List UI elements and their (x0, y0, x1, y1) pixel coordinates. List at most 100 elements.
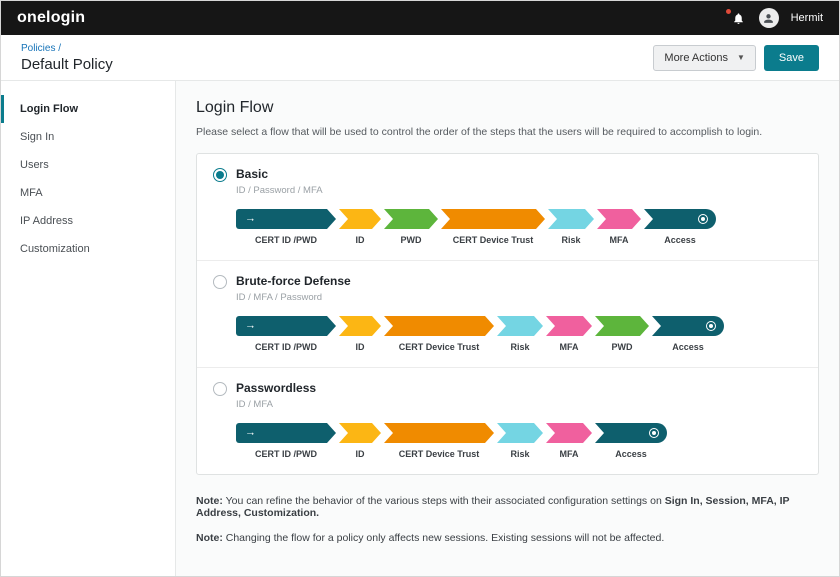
flow-step-id: ID (339, 423, 381, 459)
flow-radio-row-passwordless[interactable]: Passwordless ID / MFA (213, 381, 802, 410)
page-header: Policies / Default Policy More Actions ▼… (1, 35, 839, 81)
person-icon (764, 13, 773, 23)
flow-steps-track: → CERT ID /PWD ID CERT Device Trust Risk MFA A… (236, 423, 802, 459)
flow-start-arrow-icon: → (245, 426, 256, 439)
flow-step-segment (441, 209, 545, 229)
flow-step-access: Access (644, 209, 716, 245)
flow-radio-basic[interactable] (213, 168, 227, 182)
flow-step-label: MFA (609, 235, 629, 245)
flow-option-brute-force-defense: Brute-force Defense ID / MFA / Password → C… (197, 261, 818, 368)
flow-name: Basic (236, 167, 269, 181)
flow-step-id: ID (339, 209, 381, 245)
flow-name: Brute-force Defense (236, 274, 351, 288)
flow-step-segment (339, 316, 381, 336)
flow-step-segment (644, 209, 716, 229)
sidebar-item-users[interactable]: Users (20, 159, 49, 171)
username[interactable]: Hermit (790, 12, 823, 24)
page-header-actions: More Actions ▼ Save (653, 44, 819, 71)
flow-step-label: PWD (611, 342, 633, 352)
breadcrumb[interactable]: Policies / (21, 42, 62, 54)
more-actions-label: More Actions (664, 51, 728, 64)
sidebar-item-ip-address[interactable]: IP Address (20, 215, 73, 227)
flow-step-segment (546, 423, 592, 443)
sidebar-item-sign-in[interactable]: Sign In (20, 131, 55, 143)
flow-step-segment (652, 316, 724, 336)
flow-step-cert-device-trust: CERT Device Trust (384, 423, 494, 459)
flow-step-cert-device-trust: CERT Device Trust (441, 209, 545, 245)
flow-radio-brute-force-defense[interactable] (213, 275, 227, 289)
flow-end-target-icon (698, 214, 708, 224)
page-header-left: Policies / Default Policy (21, 43, 113, 73)
flow-radio-passwordless[interactable] (213, 382, 227, 396)
flow-step-risk: Risk (497, 316, 543, 352)
flow-step-mfa: MFA (597, 209, 641, 245)
flow-step-segment (384, 209, 438, 229)
flow-step-segment (384, 423, 494, 443)
flow-option-text: Passwordless ID / MFA (236, 381, 316, 410)
flow-step-segment (546, 316, 592, 336)
flow-option-basic: Basic ID / Password / MFA → CERT ID /PWD ID P… (197, 154, 818, 261)
page-title: Default Policy (21, 55, 113, 73)
flow-step-segment (497, 316, 543, 336)
topbar: onelogin Hermit (1, 1, 839, 35)
save-button[interactable]: Save (763, 44, 819, 71)
flow-step-label: Risk (510, 449, 530, 459)
onelogin-logo[interactable]: onelogin (17, 9, 86, 26)
flow-step-pwd: PWD (384, 209, 438, 245)
flow-step-cert-id-pwd: → CERT ID /PWD (236, 316, 336, 352)
flow-step-risk: Risk (548, 209, 594, 245)
flow-step-segment (595, 423, 667, 443)
flow-step-access: Access (595, 423, 667, 459)
sidebar-item-customization[interactable]: Customization (20, 243, 90, 255)
flow-step-label: ID (355, 235, 365, 245)
notification-dot (725, 9, 731, 14)
flow-step-label: CERT ID /PWD (255, 235, 317, 245)
flow-step-risk: Risk (497, 423, 543, 459)
flow-start-arrow-icon: → (245, 319, 256, 332)
flow-option-passwordless: Passwordless ID / MFA → CERT ID /PWD ID CERT … (197, 368, 818, 474)
flow-steps-track: → CERT ID /PWD ID CERT Device Trust Risk MFA P… (236, 316, 802, 352)
notifications-button[interactable] (725, 9, 747, 26)
flow-radio-row-brute-force-defense[interactable]: Brute-force Defense ID / MFA / Password (213, 274, 802, 303)
flow-step-label: Access (615, 449, 647, 459)
bell-icon (734, 12, 743, 24)
flow-step-mfa: MFA (546, 316, 592, 352)
section-description: Please select a flow that will be used t… (196, 126, 763, 138)
more-actions-button[interactable]: More Actions ▼ (653, 44, 756, 71)
main-content: Login Flow Please select a flow that wil… (176, 81, 839, 576)
flow-step-cert-id-pwd: → CERT ID /PWD (236, 209, 336, 245)
flow-step-segment (595, 316, 649, 336)
flow-step-label: CERT Device Trust (398, 342, 480, 352)
sidebar-item-mfa[interactable]: MFA (20, 187, 43, 199)
flow-step-access: Access (652, 316, 724, 352)
flow-step-cert-device-trust: CERT Device Trust (384, 316, 494, 352)
flow-step-label: Access (672, 342, 704, 352)
flow-step-pwd: PWD (595, 316, 649, 352)
flow-name: Passwordless (236, 381, 317, 395)
flow-end-target-icon (649, 428, 659, 438)
flow-radio-row-basic[interactable]: Basic ID / Password / MFA (213, 167, 802, 196)
flow-step-label: ID (355, 449, 365, 459)
sidebar: Login Flow Sign In Users MFA IP Address Custo… (1, 81, 176, 576)
user-avatar[interactable] (758, 8, 779, 28)
flow-step-segment: → (236, 316, 336, 336)
sidebar-item-login-flow[interactable]: Login Flow (1, 95, 175, 123)
flow-steps-track: → CERT ID /PWD ID PWD CERT Device Trust Risk M… (236, 209, 802, 245)
flow-option-text: Basic ID / Password / MFA (236, 167, 323, 196)
body: Login Flow Sign In Users MFA IP Address Custo… (1, 81, 839, 576)
flow-step-segment: → (236, 209, 336, 229)
flow-options-card: Basic ID / Password / MFA → CERT ID /PWD ID P… (196, 153, 819, 475)
flow-step-segment (597, 209, 641, 229)
flow-step-cert-id-pwd: → CERT ID /PWD (236, 423, 336, 459)
topbar-right: Hermit (725, 8, 823, 28)
flow-start-arrow-icon: → (245, 212, 256, 225)
flow-step-label: MFA (559, 449, 579, 459)
flow-step-label: CERT ID /PWD (255, 342, 317, 352)
flow-step-segment (339, 209, 381, 229)
flow-subtitle: ID / MFA / Password (236, 292, 323, 303)
flow-subtitle: ID / MFA (236, 399, 273, 410)
flow-option-text: Brute-force Defense ID / MFA / Password (236, 274, 351, 303)
flow-step-label: PWD (400, 235, 422, 245)
notes: Note: You can refine the behavior of the… (196, 495, 819, 544)
